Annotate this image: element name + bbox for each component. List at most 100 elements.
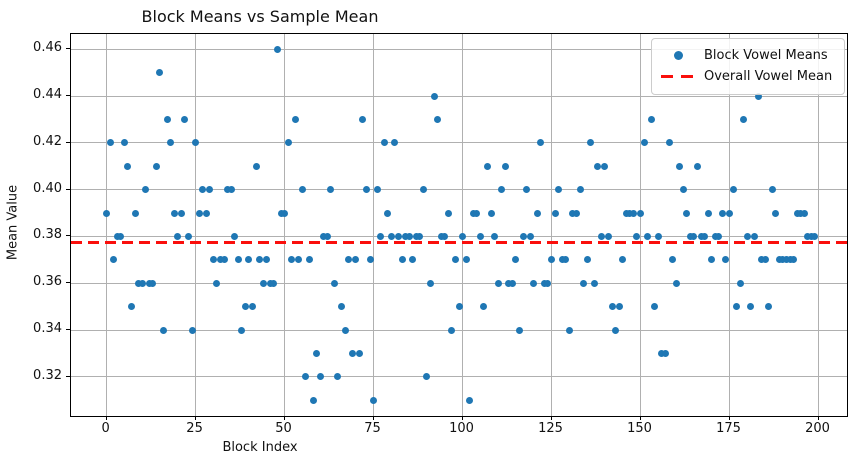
data-point [220,256,228,264]
gridline-y [71,282,847,284]
data-point [498,186,506,194]
data-point [288,256,296,264]
data-point [519,232,527,240]
data-point [323,232,331,240]
x-axis-label: Block Index [222,440,298,455]
y-tick-mark [66,95,70,97]
data-point [644,232,652,240]
data-point [665,139,673,147]
data-point [608,303,616,311]
data-point [142,186,150,194]
data-point [473,209,481,217]
data-point [298,186,306,194]
x-tick-mark [639,416,641,420]
data-point [398,256,406,264]
data-point [149,279,157,287]
data-point [715,232,723,240]
y-tick-mark [66,282,70,284]
data-point [160,326,168,334]
data-point [423,373,431,381]
data-point [416,232,424,240]
data-point [516,326,523,334]
data-point [583,256,591,264]
data-point [790,256,798,264]
gridline-y [71,329,847,331]
data-point [156,69,164,77]
data-point [505,279,513,287]
data-point [626,209,634,217]
data-point [793,209,801,217]
data-point [277,209,285,217]
data-point [434,115,442,123]
data-point [779,256,787,264]
y-tick-mark [66,329,70,331]
data-point [120,139,128,147]
data-point [669,256,677,264]
data-point [188,326,196,334]
data-point [718,209,726,217]
data-point [355,350,363,357]
data-point [807,232,815,240]
x-tick-label: 75 [364,421,381,436]
data-point [594,162,602,170]
x-tick-mark [550,416,552,420]
data-point [772,209,780,217]
data-point [394,232,402,240]
data-point [601,162,609,170]
data-point [726,209,734,217]
data-point [797,209,805,217]
data-point [284,139,292,147]
data-point [612,326,620,334]
legend-item-overall-vowel-mean: Overall Vowel Mean [652,66,844,87]
gridline-x [818,34,820,416]
y-tick-label: 0.42 [33,133,62,149]
data-point [587,139,595,147]
data-point [530,279,538,287]
data-point [370,396,378,404]
data-point [206,186,214,194]
data-point [533,209,541,217]
data-point [704,209,712,217]
data-point [184,232,192,240]
data-point [782,256,790,264]
data-point [758,256,766,264]
data-point [167,139,175,147]
x-tick-label: 25 [186,421,203,436]
data-point [359,115,367,123]
data-point [281,209,289,217]
data-point [174,232,182,240]
gridline-y [71,95,847,97]
data-point [800,209,808,217]
data-point [451,256,459,264]
data-point [711,232,719,240]
gridline-x [551,34,553,416]
data-point [459,232,467,240]
gridline-y [71,142,847,144]
data-point [430,92,438,100]
data-point [231,232,239,240]
data-point [103,209,111,217]
data-point [128,303,135,311]
data-point [615,303,623,311]
y-tick-mark [66,48,70,50]
data-point [775,256,783,264]
data-point [469,209,477,217]
data-point [576,186,584,194]
y-tick-label: 0.46 [33,40,62,56]
y-tick-label: 0.40 [33,180,62,196]
data-point [743,232,751,240]
data-point [512,256,520,264]
data-point [572,209,580,217]
data-point [683,209,691,217]
data-point [569,209,577,217]
y-tick-mark [66,188,70,190]
legend-label: Block Vowel Means [704,48,828,63]
data-point [590,279,598,287]
data-point [765,303,773,311]
legend: Block Vowel Means Overall Vowel Mean [651,38,845,95]
data-point [259,279,267,287]
data-point [686,232,694,240]
data-point [537,139,545,147]
data-point [676,162,684,170]
data-point [373,186,381,194]
